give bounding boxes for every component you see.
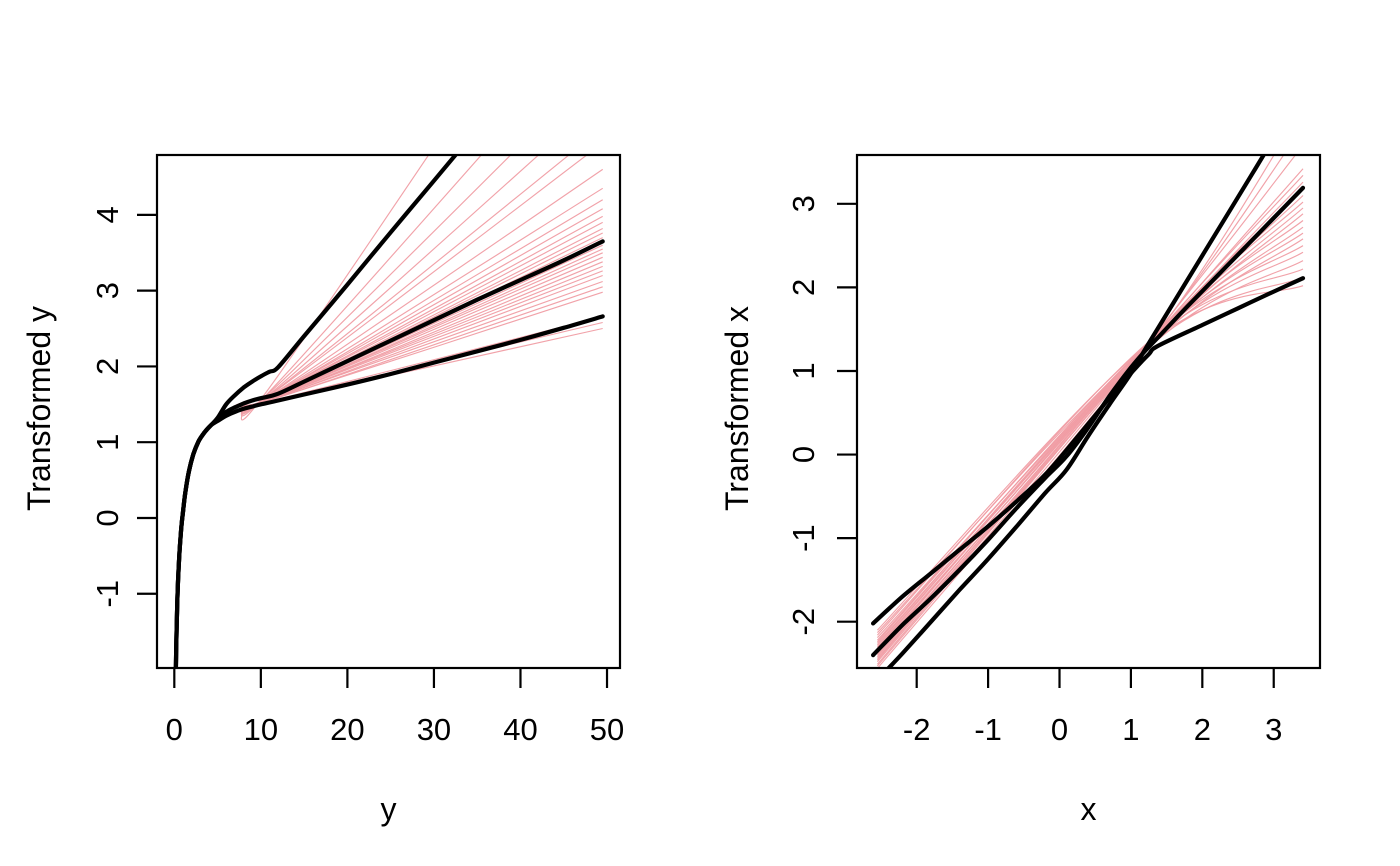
y-tick-label: 2 [90,358,125,375]
bootstrap-line [876,268,1304,636]
bootstrap-line [175,208,603,662]
lower-estimate-curve [173,314,605,668]
y-tick-label: 3 [90,282,125,299]
y-tick-label: 3 [786,195,821,212]
x-tick-label: 1 [1122,712,1139,747]
y-tick-label: 2 [786,279,821,296]
panel-left: 0 10 20 30 40 50 -1 0 1 2 3 4 y Transformed y [21,153,624,827]
bootstrap-line [876,201,1304,654]
x-tick-label: 30 [417,712,451,747]
bootstrap-line [175,155,430,662]
bootstrap-line [175,265,603,662]
y-tick-label: -1 [786,524,821,552]
bootstrap-line [175,248,603,662]
bootstrap-line [175,232,603,662]
bootstrap-line [175,168,604,662]
shallow-estimate-curve [871,276,1306,626]
x-tick-label: 50 [590,712,624,747]
bootstrap-line [175,215,603,662]
bootstrap-line [175,315,603,662]
bootstrap-line [876,245,1304,643]
bootstrap-line [175,237,603,662]
x-tick-label: 0 [166,712,183,747]
y-axis-title: Transformed x [719,306,755,511]
bootstrap-line [175,256,603,662]
bootstrap-lines [175,155,604,662]
y-axis-title: Transformed y [21,306,57,511]
y-tick-label: 0 [786,446,821,463]
plot-area-right [871,155,1306,668]
bootstrap-line [175,155,570,662]
plot-box [155,153,622,670]
y-tick-label: -2 [786,608,821,636]
bootstrap-line [175,327,603,662]
y-tick-label: 1 [786,362,821,379]
plot-area-left [173,155,605,668]
bootstrap-line [175,155,588,662]
x-tick-label: 40 [503,712,537,747]
bootstrap-line [175,155,512,662]
x-tick-label: 10 [244,712,278,747]
x-axis: 0 10 20 30 40 50 [166,668,624,747]
x-tick-label: 20 [330,712,364,747]
y-tick-label: -1 [90,580,125,608]
y-tick-label: 0 [90,509,125,526]
bootstrap-line [175,261,603,662]
x-tick-label: -2 [903,712,931,747]
bootstrap-line [175,252,603,662]
y-axis: -1 0 1 2 3 4 [90,206,157,608]
x-axis: -2 -1 0 1 2 3 [903,668,1282,747]
plot-box [855,153,1322,670]
y-tick-label: 1 [90,434,125,451]
bootstrap-line [175,244,603,662]
bootstrap-line [175,227,603,662]
x-tick-label: 2 [1194,712,1211,747]
x-tick-label: -1 [974,712,1002,747]
bootstrap-line [175,291,603,662]
steep-estimate-curve [885,155,1267,668]
x-axis-title: y [381,791,397,827]
y-tick-label: 4 [90,206,125,223]
x-tick-label: 0 [1051,712,1068,747]
x-axis-title: x [1081,791,1097,827]
x-tick-label: 3 [1265,712,1282,747]
panel-right: -2 -1 0 1 2 3 -2 -1 0 1 2 3 x Transformed x [719,153,1322,827]
y-axis: -2 -1 0 1 2 3 [786,195,857,635]
bootstrap-line [175,155,540,662]
